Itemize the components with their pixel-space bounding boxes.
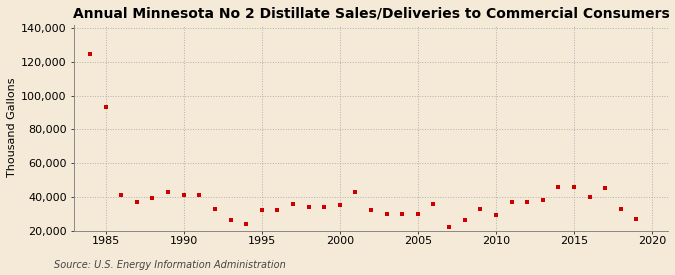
Title: Annual Minnesota No 2 Distillate Sales/Deliveries to Commercial Consumers: Annual Minnesota No 2 Distillate Sales/D… [73, 7, 670, 21]
Point [506, 200, 517, 204]
Point [616, 207, 626, 211]
Point [303, 205, 314, 209]
Point [366, 208, 377, 213]
Point [319, 205, 329, 209]
Point [147, 196, 158, 201]
Point [163, 189, 173, 194]
Point [491, 213, 502, 218]
Point [272, 208, 283, 213]
Point [116, 193, 127, 197]
Point [459, 218, 470, 222]
Point [350, 189, 361, 194]
Y-axis label: Thousand Gallons: Thousand Gallons [7, 78, 17, 177]
Point [334, 203, 345, 207]
Point [585, 195, 595, 199]
Point [600, 186, 611, 191]
Point [428, 201, 439, 206]
Point [178, 193, 189, 197]
Point [522, 200, 533, 204]
Point [132, 200, 142, 204]
Point [412, 211, 423, 216]
Point [568, 185, 579, 189]
Point [647, 240, 657, 244]
Point [631, 216, 642, 221]
Text: Source: U.S. Energy Information Administration: Source: U.S. Energy Information Administ… [54, 260, 286, 270]
Point [241, 222, 252, 226]
Point [381, 211, 392, 216]
Point [100, 105, 111, 110]
Point [225, 218, 236, 222]
Point [288, 201, 298, 206]
Point [475, 207, 486, 211]
Point [84, 51, 95, 56]
Point [209, 207, 220, 211]
Point [397, 211, 408, 216]
Point [256, 208, 267, 213]
Point [537, 198, 548, 202]
Point [443, 225, 454, 229]
Point [553, 185, 564, 189]
Point [194, 193, 205, 197]
